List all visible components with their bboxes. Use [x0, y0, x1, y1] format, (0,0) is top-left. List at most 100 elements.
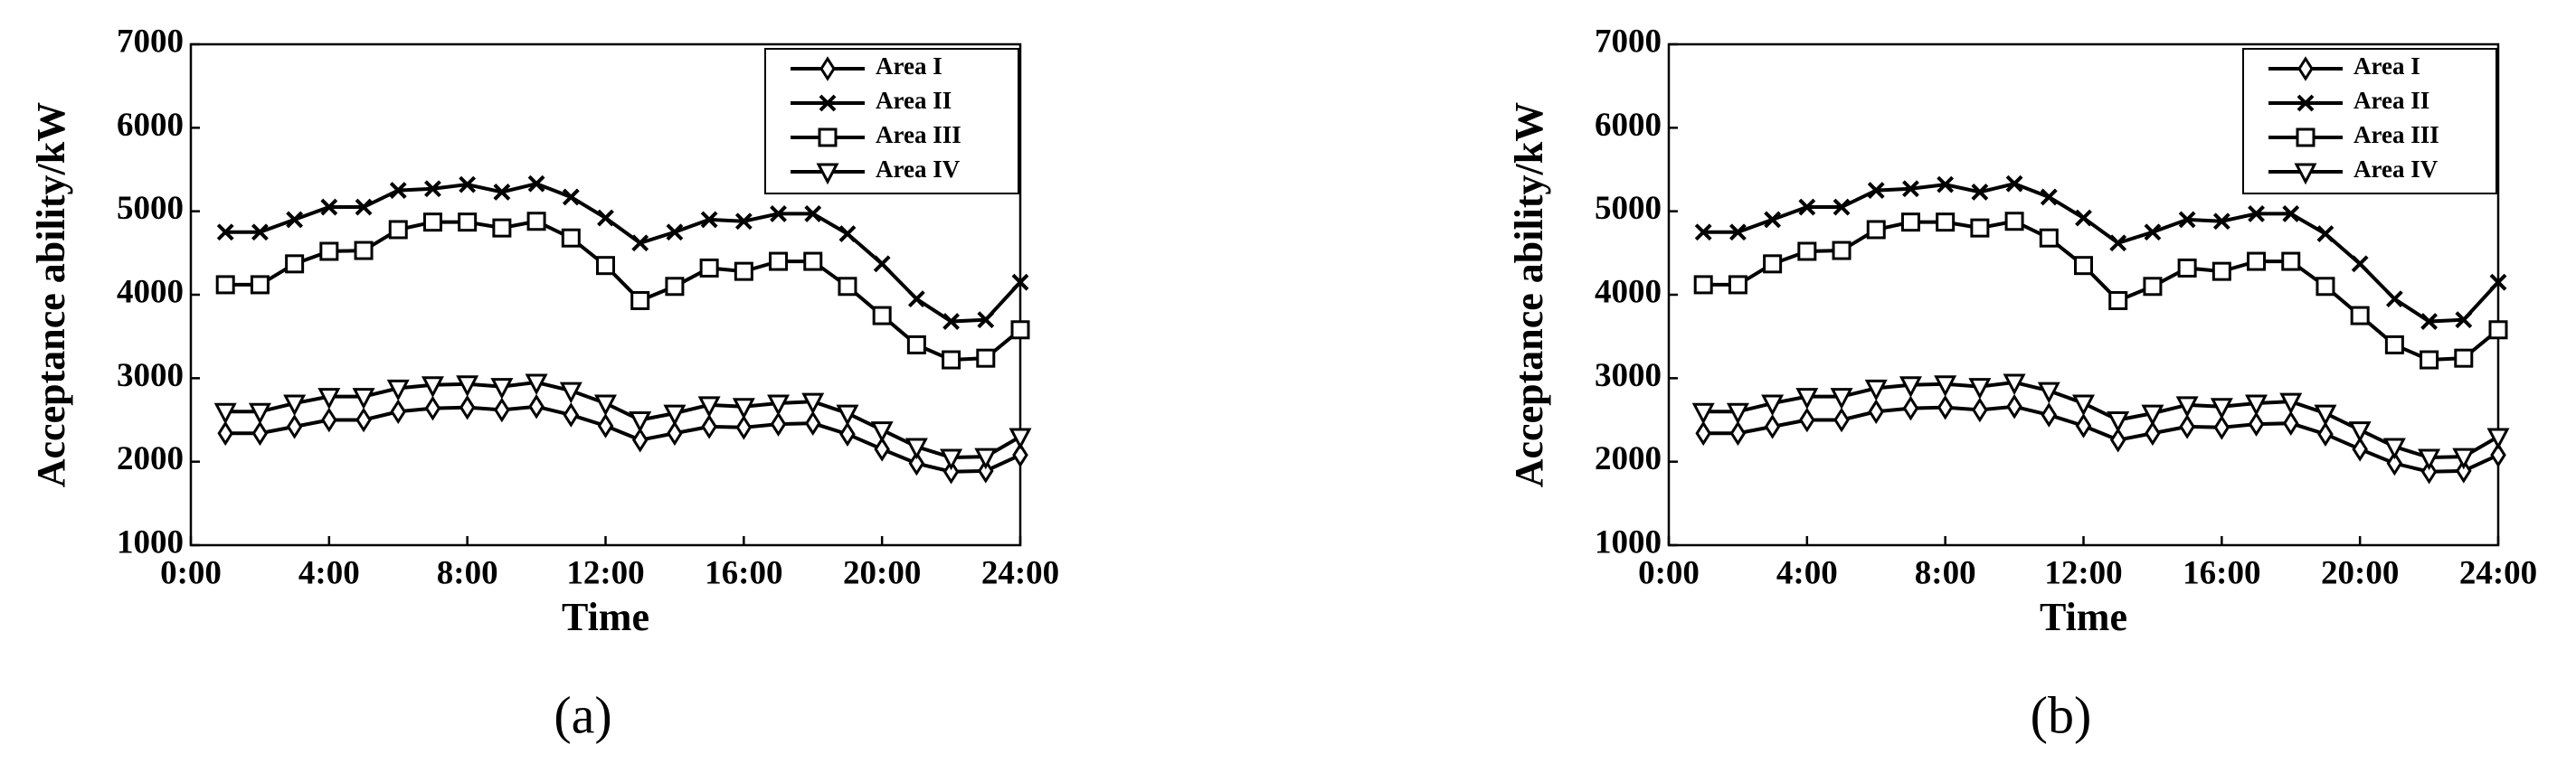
y-tick-label: 1000 [117, 523, 184, 561]
x-tick-label: 8:00 [437, 554, 498, 591]
data-point [2107, 411, 2130, 433]
data-point [2179, 414, 2195, 439]
data-point [804, 205, 822, 222]
y-axis-label: Acceptance ability/kW [1507, 102, 1551, 488]
data-point [493, 184, 511, 201]
data-point [319, 241, 339, 261]
data-point [1726, 402, 1749, 425]
data-point [699, 258, 719, 278]
data-point [1902, 180, 1919, 198]
legend-marker [2294, 163, 2317, 185]
data-point [1797, 241, 1817, 261]
data-point [2385, 290, 2403, 308]
data-point [770, 205, 787, 222]
data-point [2178, 211, 2196, 229]
data-point [561, 228, 581, 248]
y-tick-label: 5000 [1595, 190, 1662, 227]
data-point [2075, 209, 2092, 227]
data-point [2108, 290, 2128, 310]
data-point [1764, 414, 1781, 439]
data-point [213, 402, 237, 425]
data-point [2247, 251, 2267, 271]
data-point [251, 223, 269, 241]
data-point [732, 398, 755, 419]
x-axis-label: Time [562, 595, 649, 639]
data-point [2040, 188, 2058, 206]
data-point [2248, 205, 2265, 222]
data-point [2075, 413, 2092, 438]
data-point [2006, 393, 2022, 419]
data-point [631, 427, 649, 453]
data-point [2003, 373, 2026, 396]
data-point [942, 350, 961, 370]
data-point [250, 275, 270, 295]
data-point [801, 392, 825, 415]
data-point [1764, 211, 1782, 229]
data-point [874, 437, 890, 462]
y-tick-label: 2000 [1595, 440, 1662, 477]
data-point [217, 420, 233, 447]
y-tick-label: 6000 [1595, 107, 1662, 144]
data-point [528, 393, 545, 419]
data-point [389, 182, 407, 199]
data-point [1695, 420, 1711, 447]
data-point [2282, 205, 2300, 222]
data-point [1937, 175, 1955, 193]
data-point [2454, 348, 2474, 368]
data-point [2141, 404, 2164, 427]
data-point [873, 255, 891, 273]
x-tick-label: 0:00 [1638, 554, 1700, 591]
data-point [2177, 258, 2197, 278]
data-point [667, 420, 683, 447]
legend-box [2242, 48, 2497, 194]
data-point [769, 251, 789, 271]
data-point [2109, 234, 2127, 252]
data-point [216, 223, 234, 241]
data-point [2489, 273, 2507, 291]
data-point [321, 407, 337, 433]
x-tick-label: 20:00 [843, 554, 921, 591]
data-point [2144, 223, 2162, 241]
data-point [456, 375, 479, 398]
x-tick-label: 16:00 [2183, 554, 2260, 591]
data-point [355, 198, 373, 216]
data-point [906, 335, 926, 354]
data-point [767, 394, 791, 417]
data-point [1009, 428, 1032, 450]
y-tick-label: 5000 [117, 190, 184, 227]
legend-marker [819, 56, 836, 81]
data-point [697, 396, 721, 419]
data-point [1694, 223, 1712, 241]
data-point [2456, 458, 2472, 484]
data-point [942, 313, 960, 330]
data-point [2037, 382, 2060, 404]
data-point [2351, 255, 2369, 273]
data-point [1867, 182, 1885, 199]
data-point [2488, 320, 2508, 340]
data-point [2452, 448, 2476, 470]
y-tick-label: 2000 [117, 440, 184, 477]
data-point [2282, 410, 2299, 436]
data-point [1970, 218, 1990, 238]
data-point [1868, 399, 1885, 425]
data-point [2004, 212, 2024, 231]
data-point [700, 211, 718, 229]
data-point [2486, 428, 2510, 450]
data-point [527, 174, 545, 193]
data-point [594, 394, 617, 417]
data-point [836, 404, 859, 427]
data-point [942, 458, 960, 485]
data-point [908, 450, 925, 476]
data-point [525, 373, 548, 396]
data-point [597, 209, 614, 227]
data-point [838, 225, 857, 243]
data-point [2248, 411, 2265, 437]
data-point [459, 394, 476, 420]
data-point [2143, 277, 2163, 297]
y-tick-label: 7000 [117, 23, 184, 60]
data-point [2314, 404, 2337, 427]
data-point [2210, 398, 2233, 419]
data-point [1971, 184, 1989, 201]
data-point [2074, 256, 2093, 276]
data-point [317, 388, 341, 410]
